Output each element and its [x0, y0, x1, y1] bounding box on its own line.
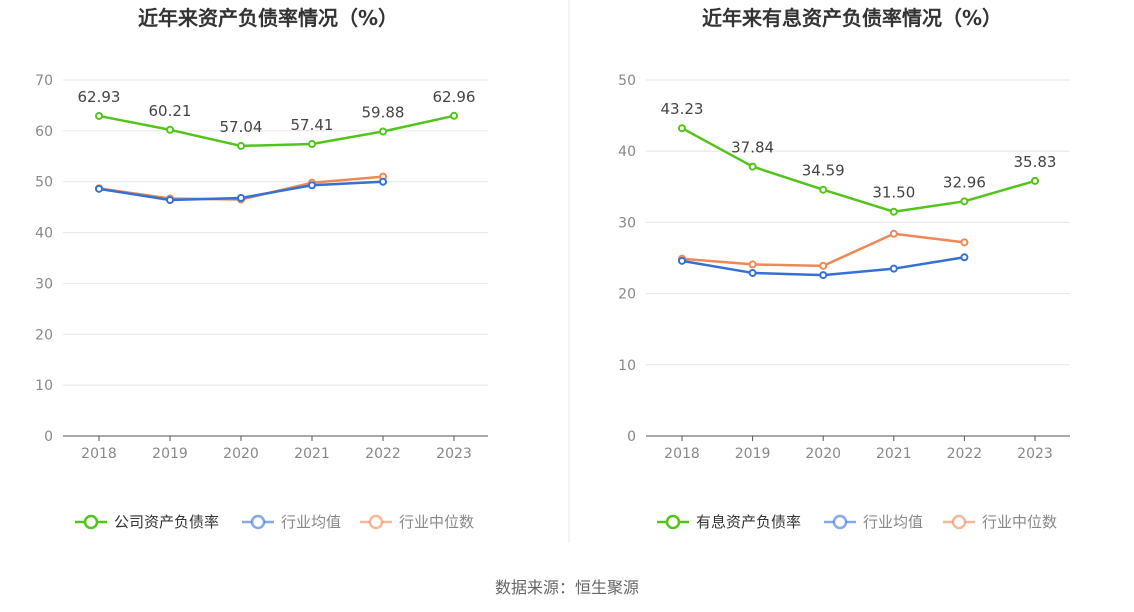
data-label: 62.93: [78, 88, 121, 106]
x-tick-label: 2022: [365, 446, 401, 462]
data-label: 57.04: [220, 118, 263, 136]
data-point: [237, 193, 245, 202]
legend-label: 行业中位数: [982, 513, 1057, 531]
legend-marker: [83, 514, 99, 530]
data-point: [819, 185, 828, 194]
data-point: [1031, 176, 1039, 185]
y-tick-label: 60: [35, 124, 53, 140]
legend-label: 行业均值: [863, 513, 923, 531]
y-tick-label: 40: [35, 226, 53, 242]
legend-marker: [368, 514, 384, 530]
data-point: [379, 127, 387, 136]
data-label: 62.96: [433, 88, 476, 106]
legend-marker: [665, 514, 681, 530]
y-tick-label: 0: [44, 429, 53, 445]
y-tick-label: 50: [35, 175, 53, 191]
x-tick-label: 2023: [436, 446, 472, 462]
y-tick-label: 30: [618, 215, 636, 231]
y-tick-label: 10: [618, 358, 636, 374]
legend-item: 行业均值: [242, 513, 341, 531]
chart-1: 近年来资产负债率情况（%） 0 10 20 30 40 50 60 70 2018 2019 2020…: [35, 6, 488, 531]
x-tick-label: 2018: [81, 446, 117, 462]
data-point: [166, 125, 174, 134]
x-tick-label: 2023: [1017, 446, 1053, 462]
x-tick-label: 2021: [294, 446, 330, 462]
y-tick-label: 70: [35, 73, 53, 89]
data-point: [308, 181, 316, 190]
data-label: 34.59: [802, 162, 845, 180]
legend-marker: [832, 514, 848, 530]
legend-label: 公司资产负债率: [114, 513, 219, 531]
data-label: 57.41: [291, 116, 334, 134]
data-point: [450, 111, 458, 120]
data-point: [95, 111, 103, 120]
y-tick-label: 50: [618, 73, 636, 89]
data-point: [960, 197, 969, 206]
data-label: 59.88: [362, 103, 405, 121]
x-tick-label: 2020: [223, 446, 259, 462]
series-line: [98, 114, 455, 148]
legend-marker: [951, 514, 967, 530]
legend-item: 行业中位数: [943, 513, 1057, 531]
data-label: 43.23: [661, 100, 704, 118]
x-tick-label: 2020: [805, 446, 841, 462]
source-note: 数据来源：恒生聚源: [494, 578, 639, 597]
data-point: [237, 141, 245, 150]
y-tick-label: 10: [35, 378, 53, 394]
data-point: [960, 253, 969, 262]
legend-item: 行业中位数: [360, 513, 474, 531]
legend-label: 有息资产负债率: [696, 513, 801, 531]
chart-title: 近年来资产负债率情况（%）: [138, 6, 398, 30]
data-label: 60.21: [149, 102, 192, 120]
legend-item: 行业均值: [824, 513, 923, 531]
data-point: [379, 177, 387, 186]
data-label: 37.84: [731, 139, 774, 157]
y-tick-label: 0: [627, 429, 636, 445]
data-label: 35.83: [1014, 153, 1057, 171]
data-point: [889, 207, 898, 216]
data-label: 32.96: [943, 173, 986, 191]
legend-item: 公司资产负债率: [75, 513, 219, 531]
series-line: [681, 127, 1036, 213]
data-point: [960, 238, 969, 247]
data-point: [95, 184, 103, 193]
y-tick-label: 30: [35, 276, 53, 292]
data-point: [748, 260, 757, 269]
chart-2: 近年来有息资产负债率情况（%） 0 10 20 30 40 50 2018 2019 2020 20…: [618, 6, 1070, 531]
data-point: [819, 261, 828, 270]
x-tick-label: 2019: [735, 446, 771, 462]
data-label: 31.50: [872, 184, 915, 202]
data-point: [678, 256, 686, 265]
data-point: [819, 271, 828, 280]
data-point: [308, 140, 316, 149]
data-point: [166, 196, 174, 205]
data-point: [748, 268, 757, 277]
y-tick-label: 20: [618, 287, 636, 303]
x-tick-label: 2019: [152, 446, 188, 462]
legend-marker: [250, 514, 266, 530]
legend-label: 行业均值: [281, 513, 341, 531]
series-line: [681, 232, 965, 268]
legend-label: 行业中位数: [399, 513, 474, 531]
x-tick-label: 2022: [947, 446, 983, 462]
x-tick-label: 2021: [876, 446, 912, 462]
y-tick-label: 40: [618, 144, 636, 160]
data-point: [889, 229, 898, 238]
x-tick-label: 2018: [664, 446, 700, 462]
data-point: [748, 162, 757, 171]
chart-title: 近年来有息资产负债率情况（%）: [702, 6, 1002, 30]
data-point: [889, 264, 898, 273]
legend-item: 有息资产负债率: [657, 513, 801, 531]
data-point: [678, 124, 686, 133]
y-tick-label: 20: [35, 327, 53, 343]
